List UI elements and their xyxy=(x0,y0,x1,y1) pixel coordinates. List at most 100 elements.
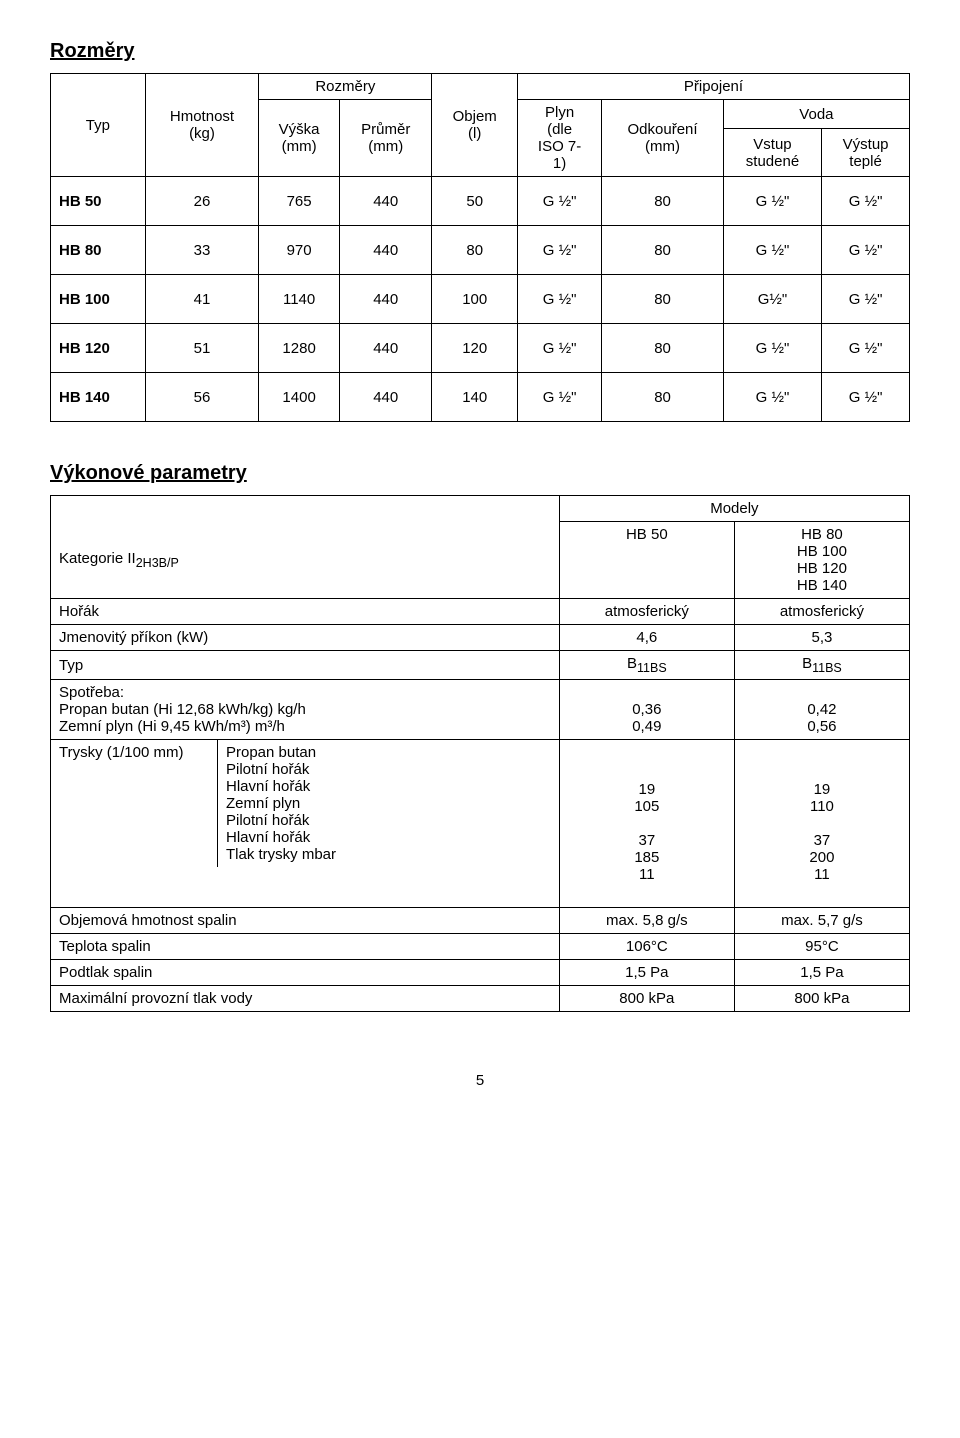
col1-header: HB 50 xyxy=(559,522,734,599)
col-rozmery: Rozměry xyxy=(259,74,432,100)
col-voda: Voda xyxy=(723,100,909,129)
cell-plyn: G ½" xyxy=(517,226,601,275)
cell-h: 41 xyxy=(145,275,258,324)
col-vyska: Výška (mm) xyxy=(259,100,340,177)
col-hmotnost: Hmotnost (kg) xyxy=(145,74,258,177)
cell-vs: G ½" xyxy=(723,226,821,275)
col-pripojeni: Připojení xyxy=(517,74,909,100)
dimensions-table: Typ Hmotnost (kg) Rozměry Objem (l) Přip… xyxy=(50,73,910,422)
table-row: HB 120511280440120G ½"80G ½"G ½" xyxy=(51,324,910,373)
cell-v: 1280 xyxy=(259,324,340,373)
page-number: 5 xyxy=(50,1072,910,1089)
cell-v: 765 xyxy=(259,177,340,226)
cell-typ: HB 80 xyxy=(51,226,146,275)
cell-c2: 0,420,56 xyxy=(734,680,909,740)
cell-vy: G ½" xyxy=(822,373,910,422)
cell-p: 440 xyxy=(340,373,432,422)
table-row: Teplota spalin106°C95°C xyxy=(51,934,910,960)
cell-c2: atmosferický xyxy=(734,599,909,625)
cell-vs: G½" xyxy=(723,275,821,324)
cell-c2: B11BS xyxy=(734,651,909,680)
cell-o: 80 xyxy=(432,226,517,275)
kategorie-label: Kategorie II xyxy=(59,550,136,567)
section-title-params: Výkonové parametry xyxy=(50,462,910,485)
cell-c1: atmosferický xyxy=(559,599,734,625)
table-row: Maximální provozní tlak vody800 kPa800 k… xyxy=(51,986,910,1012)
cell-h: 33 xyxy=(145,226,258,275)
cell-v: 970 xyxy=(259,226,340,275)
cell-vy: G ½" xyxy=(822,226,910,275)
table-row: HB 140561400440140G ½"80G ½"G ½" xyxy=(51,373,910,422)
cell-c2: 1,5 Pa xyxy=(734,960,909,986)
table-row: Podtlak spalin1,5 Pa1,5 Pa xyxy=(51,960,910,986)
table-row: Trysky (1/100 mm)Propan butanPilotní hoř… xyxy=(51,740,910,908)
table-row: TypB11BSB11BS xyxy=(51,651,910,680)
col-odkoureni: Odkouření (mm) xyxy=(602,100,724,177)
cell-typ: HB 50 xyxy=(51,177,146,226)
cell-c1: 0,360,49 xyxy=(559,680,734,740)
cell-p: 440 xyxy=(340,324,432,373)
col-objem: Objem (l) xyxy=(432,74,517,177)
cell-odk: 80 xyxy=(602,226,724,275)
cell-p: 440 xyxy=(340,226,432,275)
cell-label: Spotřeba:Propan butan (Hi 12,68 kWh/kg) … xyxy=(51,680,560,740)
cell-c1: 1,5 Pa xyxy=(559,960,734,986)
col-vystup: Výstup teplé xyxy=(822,129,910,177)
col-typ: Typ xyxy=(51,74,146,177)
cell-odk: 80 xyxy=(602,373,724,422)
cell-typ: HB 120 xyxy=(51,324,146,373)
cell-label: Podtlak spalin xyxy=(51,960,560,986)
cell-o: 50 xyxy=(432,177,517,226)
kategorie-sub: 2H3B/P xyxy=(136,556,179,570)
col-prumer: Průměr (mm) xyxy=(340,100,432,177)
cell-label: Trysky (1/100 mm)Propan butanPilotní hoř… xyxy=(51,740,560,908)
cell-p: 440 xyxy=(340,275,432,324)
cell-plyn: G ½" xyxy=(517,373,601,422)
cell-vs: G ½" xyxy=(723,324,821,373)
cell-c1: max. 5,8 g/s xyxy=(559,908,734,934)
cell-o: 100 xyxy=(432,275,517,324)
section-title-dimensions: Rozměry xyxy=(50,40,910,63)
cell-odk: 80 xyxy=(602,275,724,324)
cell-v: 1400 xyxy=(259,373,340,422)
cell-label: Hořák xyxy=(51,599,560,625)
cell-c2: 95°C xyxy=(734,934,909,960)
cell-h: 26 xyxy=(145,177,258,226)
cell-typ: HB 140 xyxy=(51,373,146,422)
cell-plyn: G ½" xyxy=(517,275,601,324)
row-kategorie: Kategorie II2H3B/P xyxy=(51,522,560,599)
cell-c1: 106°C xyxy=(559,934,734,960)
table-row: Jmenovitý příkon (kW)4,65,3 xyxy=(51,625,910,651)
cell-v: 1140 xyxy=(259,275,340,324)
table-row: HB 803397044080G ½"80G ½"G ½" xyxy=(51,226,910,275)
cell-c1: 4,6 xyxy=(559,625,734,651)
cell-o: 120 xyxy=(432,324,517,373)
cell-typ: HB 100 xyxy=(51,275,146,324)
cell-vy: G ½" xyxy=(822,324,910,373)
cell-odk: 80 xyxy=(602,324,724,373)
cell-label: Maximální provozní tlak vody xyxy=(51,986,560,1012)
cell-vy: G ½" xyxy=(822,275,910,324)
table-row: Spotřeba:Propan butan (Hi 12,68 kWh/kg) … xyxy=(51,680,910,740)
table-row: Objemová hmotnost spalinmax. 5,8 g/smax.… xyxy=(51,908,910,934)
cell-plyn: G ½" xyxy=(517,324,601,373)
table-row: HB 100411140440100G ½"80G½"G ½" xyxy=(51,275,910,324)
cell-vs: G ½" xyxy=(723,177,821,226)
cell-c2: 5,3 xyxy=(734,625,909,651)
params-table: Modely Kategorie II2H3B/P HB 50 HB 80 HB… xyxy=(50,495,910,1012)
cell-label: Jmenovitý příkon (kW) xyxy=(51,625,560,651)
cell-vs: G ½" xyxy=(723,373,821,422)
cell-p: 440 xyxy=(340,177,432,226)
col-modely: Modely xyxy=(559,496,909,522)
cell-c1: B11BS xyxy=(559,651,734,680)
col2-header: HB 80 HB 100 HB 120 HB 140 xyxy=(734,522,909,599)
cell-c1: 800 kPa xyxy=(559,986,734,1012)
cell-c1: 191053718511 xyxy=(559,740,734,908)
table-row: HB 502676544050G ½"80G ½"G ½" xyxy=(51,177,910,226)
cell-c2: max. 5,7 g/s xyxy=(734,908,909,934)
cell-c2: 800 kPa xyxy=(734,986,909,1012)
cell-o: 140 xyxy=(432,373,517,422)
col-plyn: Plyn (dle ISO 7- 1) xyxy=(517,100,601,177)
cell-vy: G ½" xyxy=(822,177,910,226)
cell-odk: 80 xyxy=(602,177,724,226)
